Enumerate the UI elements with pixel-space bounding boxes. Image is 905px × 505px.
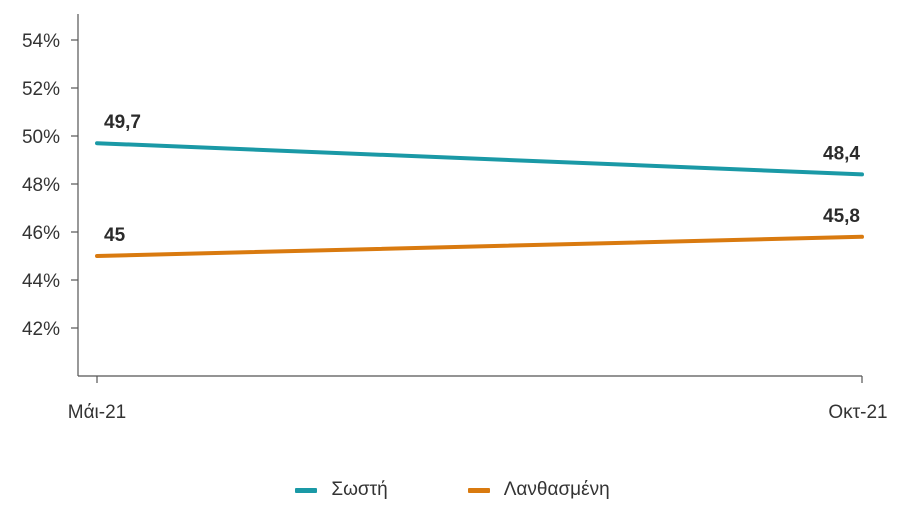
- legend-label-series-2: Λανθασμένη: [503, 479, 610, 500]
- data-label: 49,7: [104, 112, 141, 133]
- y-tick-label: 48%: [22, 175, 60, 196]
- x-tick-label: Οκτ-21: [828, 402, 887, 423]
- legend: Σωστή Λανθασμένη: [0, 478, 905, 502]
- legend-item-series-2: Λανθασμένη: [467, 479, 610, 501]
- x-tick-label: Μάι-21: [68, 402, 127, 423]
- series-line-2: [95, 234, 864, 258]
- legend-swatch-series-2: [467, 487, 490, 493]
- y-tick-label: 50%: [22, 127, 60, 148]
- legend-swatch-series-1: [295, 487, 318, 493]
- line-chart-plot: 42% 44% 46% 48% 50% 52% 54% Μάι-21 Οκτ-21 49,7 48,…: [22, 14, 888, 423]
- y-tick-label: 52%: [22, 79, 60, 100]
- data-label: 45,8: [823, 206, 860, 227]
- legend-item-series-1: Σωστή: [295, 479, 388, 501]
- y-tick-label: 44%: [22, 271, 60, 292]
- y-tick-label: 54%: [22, 31, 60, 52]
- data-label: 48,4: [823, 143, 860, 164]
- data-label: 45: [104, 225, 126, 246]
- legend-label-series-1: Σωστή: [331, 479, 388, 500]
- y-tick-label: 46%: [22, 223, 60, 244]
- series-line-1: [95, 141, 864, 177]
- y-tick-label: 42%: [22, 319, 60, 340]
